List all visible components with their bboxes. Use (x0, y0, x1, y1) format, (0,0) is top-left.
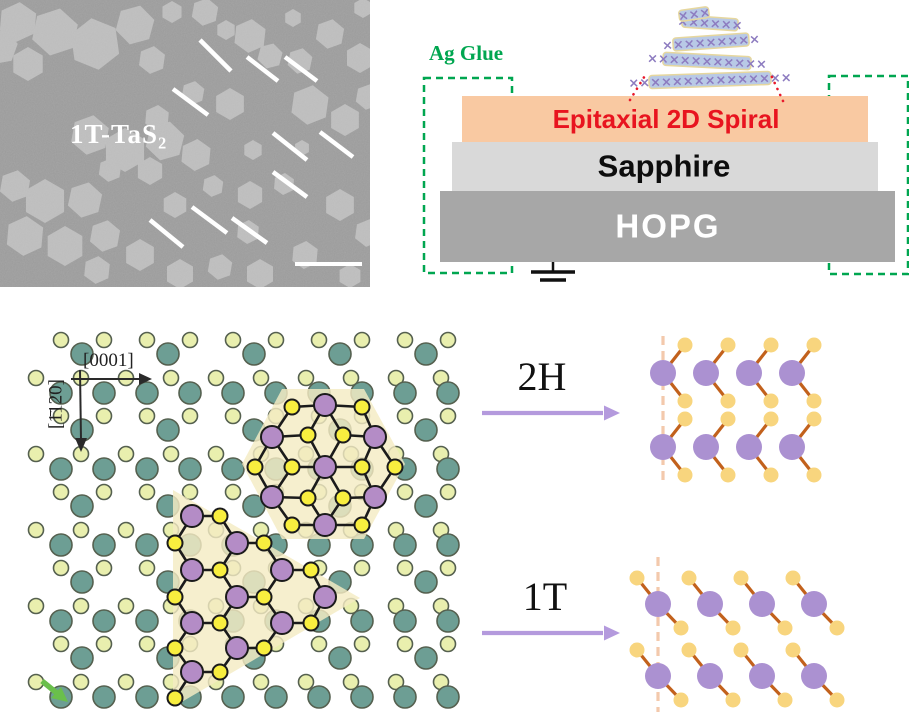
phase-label-1t: 1T (522, 574, 568, 619)
axis-label-0001: [0001] (83, 350, 134, 371)
svg-text:×××××××××××: ××××××××××× (647, 51, 767, 72)
spiral-crystal-icon: ××××××××××××××××××××××××××××××××××××××××… (628, 5, 792, 91)
triangle-crystal-network (166, 504, 337, 707)
lattice-panel (27, 331, 460, 709)
crystal-axes-icon (71, 369, 152, 452)
growth-direction-arrow-icon (40, 678, 68, 702)
phase-label-2h: 2H (517, 354, 567, 399)
axis-label-1120: [1̄120] (45, 379, 67, 429)
layer-label-sapphire: Sapphire (597, 148, 731, 184)
phase-structure-panel (482, 336, 845, 712)
sem-panel (0, 0, 370, 287)
layer-label-hopg: HOPG (615, 207, 721, 245)
device-layer-stack (440, 96, 895, 262)
svg-text:×××××××××××××××: ××××××××××××××× (628, 71, 792, 92)
device-schematic-panel: ××××××××××××××××××××××××××××××××××××××××… (422, 5, 909, 282)
spiral-pointer-lines (628, 72, 785, 103)
ground-icon (531, 262, 575, 282)
hexagon-crystal-network (246, 393, 404, 537)
sem-grain-texture (0, 0, 370, 287)
sem-material-label: 1T-TaS₂ (70, 119, 168, 149)
layer-label-epitaxial-2d-spiral: Epitaxial 2D Spiral (552, 104, 780, 134)
phase-group-1t (482, 557, 845, 712)
phase-group-2h (482, 336, 822, 483)
sem-step-edge-marks (148, 38, 355, 249)
svg-text:×××××××××: ××××××××× (662, 32, 761, 54)
svg-text:×××: ××× (677, 5, 711, 24)
ag-glue-label: Ag Glue (429, 41, 504, 65)
